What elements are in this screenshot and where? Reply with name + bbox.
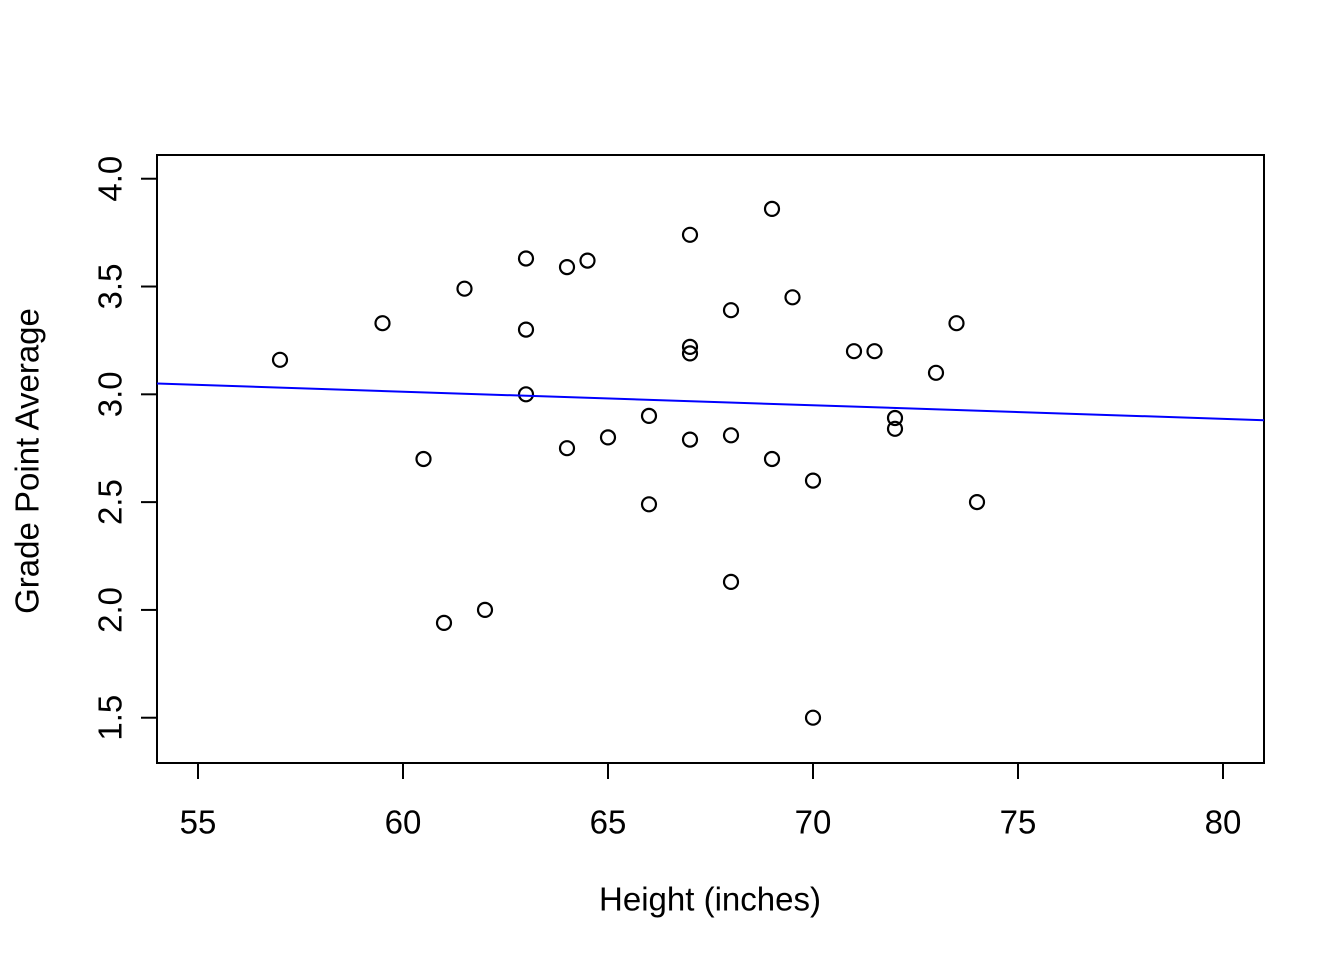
- data-point: [763, 200, 781, 217]
- data-point: [517, 321, 535, 338]
- data-point: [722, 302, 740, 319]
- data-point: [599, 429, 617, 446]
- data-point: [415, 450, 432, 468]
- data-point: [968, 494, 986, 511]
- plot-border: [156, 154, 1265, 764]
- data-point: [845, 343, 863, 360]
- regression-line: [156, 382, 1265, 422]
- data-point: [866, 343, 883, 360]
- data-point: [456, 280, 473, 297]
- y-axis-tick-label: 3.5: [92, 264, 129, 310]
- y-axis-title: Grade Point Average: [9, 308, 46, 614]
- data-points-group: [271, 200, 986, 726]
- data-point: [579, 252, 596, 269]
- data-point: [681, 338, 699, 355]
- data-point: [435, 614, 453, 632]
- data-point: [517, 250, 535, 267]
- y-axis: 1.5 2.0 2.5 3.0 3.5 4.0: [92, 156, 156, 741]
- data-point: [722, 427, 740, 444]
- data-point: [374, 315, 391, 332]
- y-axis-tick-label: 4.0: [92, 156, 129, 202]
- data-point: [681, 431, 699, 448]
- x-axis-tick-label: 60: [385, 804, 422, 841]
- x-axis-tick-label: 65: [590, 804, 627, 841]
- data-point: [476, 601, 494, 619]
- data-point: [886, 409, 904, 427]
- y-axis-tick-label: 2.0: [92, 587, 129, 633]
- data-point: [784, 289, 801, 306]
- y-axis-tick-label: 2.5: [92, 479, 129, 525]
- x-axis-tick-label: 75: [1000, 804, 1037, 841]
- x-axis-tick-label: 80: [1205, 804, 1242, 841]
- data-point: [517, 386, 535, 403]
- data-point: [927, 364, 945, 381]
- y-axis-tick-label: 3.0: [92, 371, 129, 417]
- x-axis-title: Height (inches): [599, 881, 821, 918]
- data-point: [558, 259, 576, 276]
- data-point: [681, 345, 699, 362]
- data-point: [681, 226, 699, 243]
- data-point: [804, 709, 822, 726]
- data-point: [640, 496, 658, 513]
- data-point: [722, 573, 740, 591]
- data-point: [804, 472, 822, 489]
- data-point: [640, 407, 658, 424]
- data-point: [271, 351, 289, 368]
- x-axis: 55 60 65 70 75 80: [180, 764, 1242, 841]
- x-axis-tick-label: 55: [180, 804, 217, 841]
- data-point: [558, 440, 576, 457]
- data-point: [886, 420, 904, 437]
- data-point: [763, 450, 781, 468]
- data-point: [948, 315, 965, 332]
- y-axis-tick-label: 1.5: [92, 695, 129, 741]
- x-axis-tick-label: 70: [795, 804, 832, 841]
